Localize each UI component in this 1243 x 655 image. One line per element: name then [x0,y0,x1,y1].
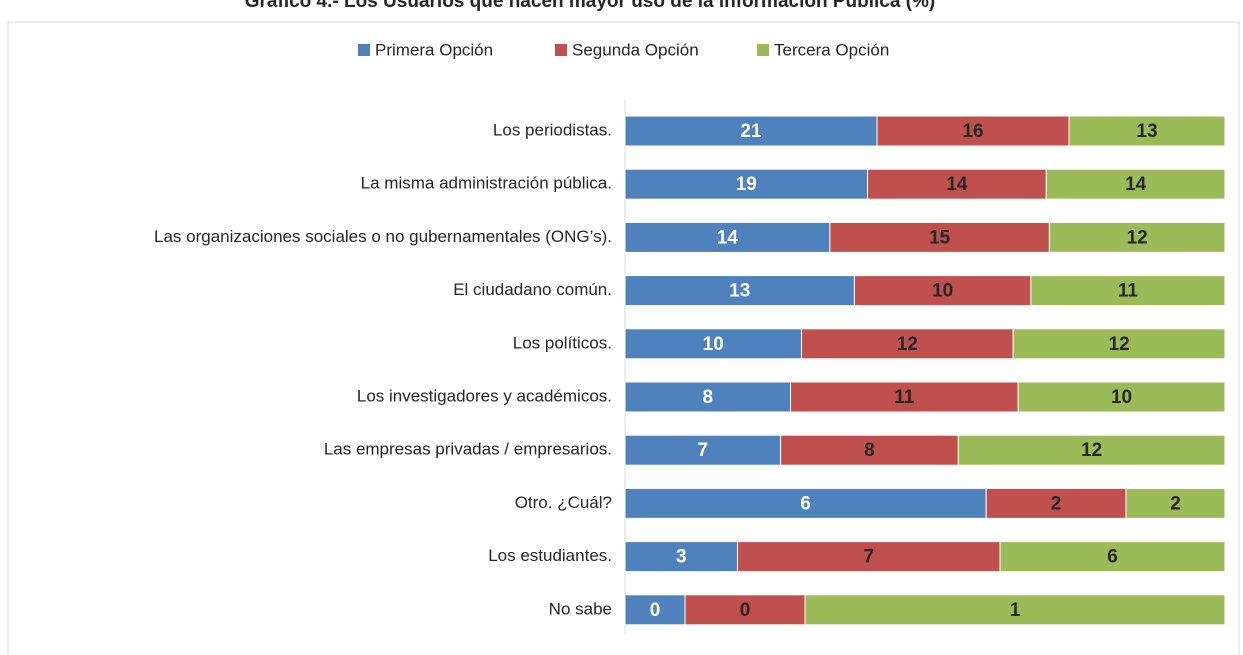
bar-segment [1068,115,1226,147]
data-label: 2 [1170,493,1181,514]
chart-title: Gráfico 4.- Los Usuarios que hacen mayor… [245,0,936,12]
data-label: 11 [894,387,915,408]
bar-segment [737,541,1001,573]
category-label: Las organizaciones sociales o no guberna… [154,227,612,246]
data-label: 16 [962,121,983,142]
data-label: 0 [740,600,751,621]
data-label: 10 [703,334,724,355]
data-label: 3 [676,547,687,568]
category-label: No sabe [549,599,612,618]
category-label: Las empresas privadas / empresarios. [324,440,612,459]
data-label: 6 [800,493,811,514]
bar-segment [800,328,1014,360]
data-label: 10 [1111,387,1132,408]
category-label: Los políticos. [513,333,612,352]
bar-segment [829,221,1050,253]
data-label: 12 [897,334,918,355]
data-label: 14 [1125,174,1147,195]
data-label: 1 [1010,600,1021,621]
category-label: Los estudiantes. [488,546,612,565]
data-label: 12 [1081,440,1102,461]
data-label: 13 [1136,121,1157,142]
data-label: 2 [1051,493,1062,514]
bar-segment [1030,275,1226,307]
legend-label: Tercera Opción [774,40,889,59]
bar-segment [876,115,1070,147]
data-label: 12 [1109,334,1130,355]
data-label: 12 [1127,227,1148,248]
data-label: 14 [946,174,968,195]
bar-segment [624,115,878,147]
data-label: 10 [932,281,953,302]
bar-segment [1012,328,1226,360]
data-label: 11 [1118,281,1139,302]
data-label: 14 [717,227,739,248]
bar-segment [1017,381,1226,413]
bar-segment [624,168,869,200]
legend-swatch [358,44,370,56]
bar-segment [624,381,792,413]
bar-segment [624,221,831,253]
bar-segment [1125,487,1226,519]
category-label: La misma administración pública. [361,174,612,193]
data-label: 0 [650,600,661,621]
category-label: Otro. ¿Cuál? [515,493,612,512]
bar-segment [999,541,1226,573]
data-label: 21 [740,121,762,142]
data-label: 8 [864,440,875,461]
legend-swatch [555,44,567,56]
bar-segment [624,275,855,307]
bar-segment [1045,168,1226,200]
legend-label: Segunda Opción [572,40,699,59]
bar-segment [790,381,1019,413]
bar-segment [804,594,1226,626]
category-label: Los investigadores y académicos. [357,386,612,405]
data-label: 8 [702,387,713,408]
bar-segment [780,434,959,466]
category-label: El ciudadano común. [453,280,612,299]
legend-swatch [757,44,769,56]
bar-segment [624,487,987,519]
bar-segment [853,275,1032,307]
bar-segment [1048,221,1226,253]
data-label: 19 [736,174,757,195]
chart-frame [7,21,1240,655]
legend-label: Primera Opción [375,40,493,59]
data-label: 7 [863,547,874,568]
data-label: 7 [697,440,708,461]
bar-segment [957,434,1226,466]
bar-segment [985,487,1127,519]
category-label: Los periodistas. [493,120,612,139]
data-label: 15 [929,227,951,248]
data-label: 13 [729,281,750,302]
data-label: 6 [1107,547,1118,568]
